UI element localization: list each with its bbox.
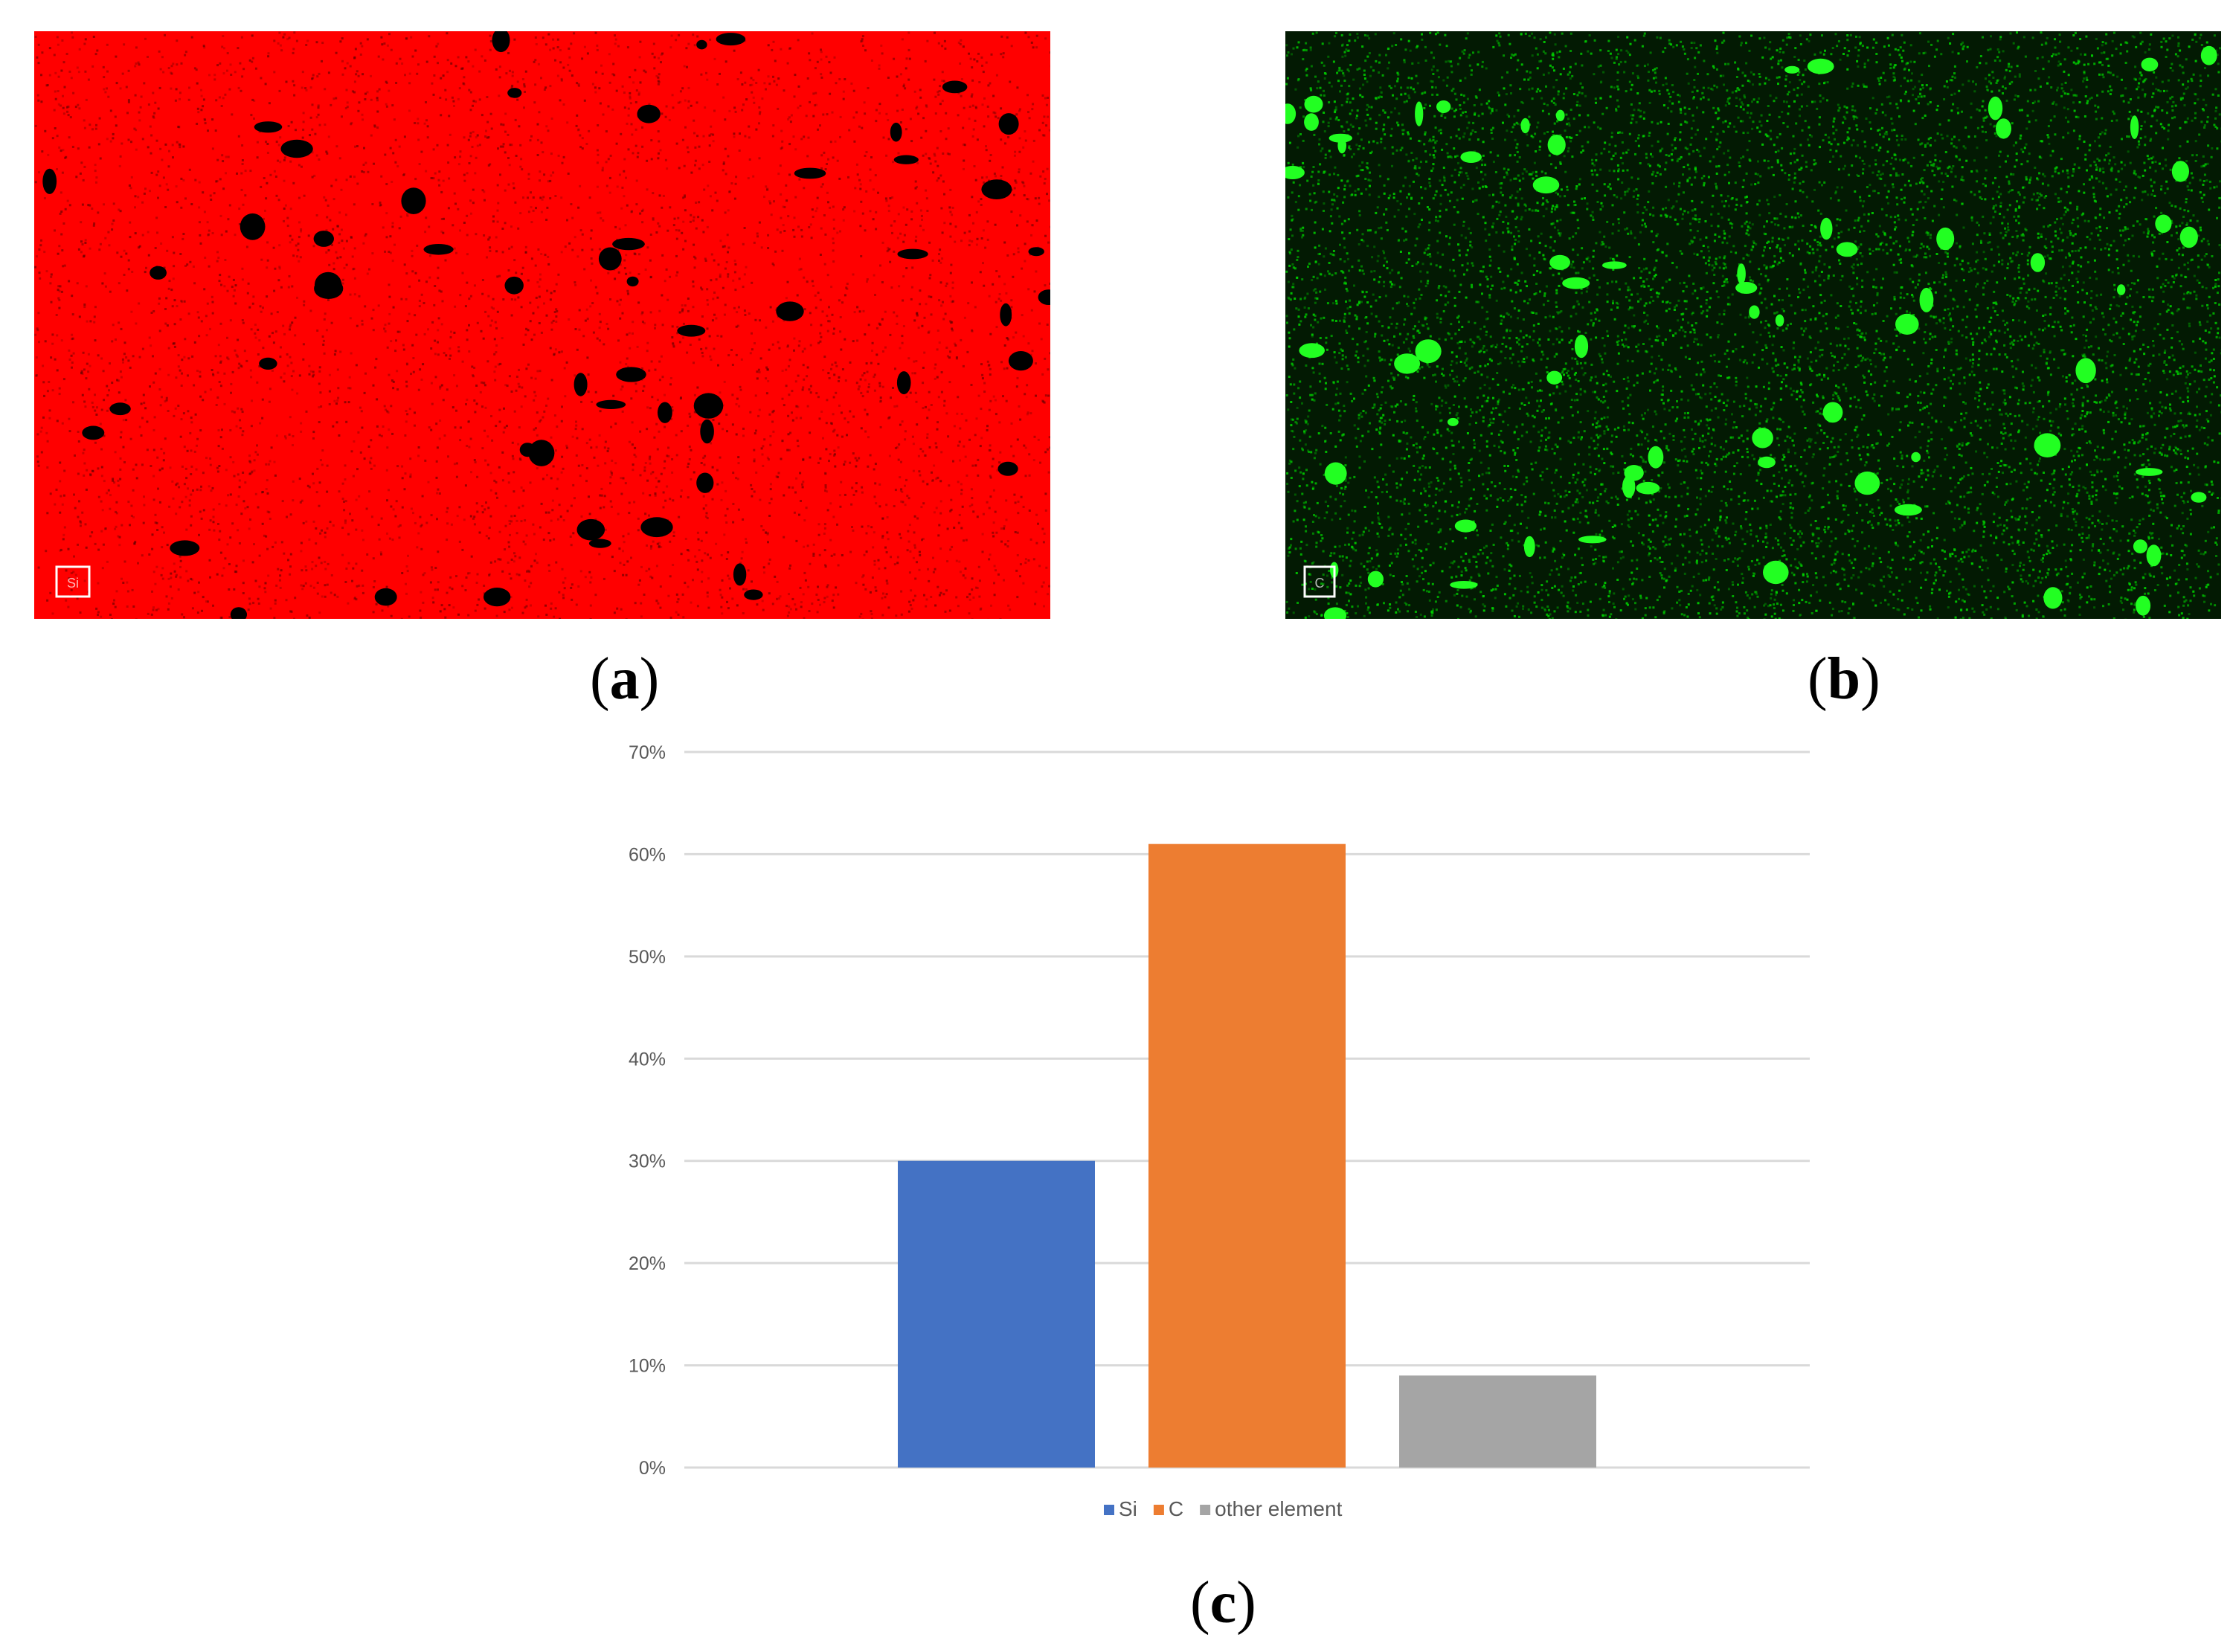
legend-item: Si — [1104, 1497, 1137, 1520]
legend-item: other element — [1200, 1497, 1343, 1520]
panel-label-a: (a) — [590, 646, 660, 712]
y-tick-label: 20% — [629, 1253, 666, 1274]
panel-label-c: (c) — [1190, 1570, 1256, 1636]
c-map-image: C — [1285, 31, 2221, 619]
bar-c — [1148, 843, 1346, 1468]
legend-swatch — [1200, 1505, 1211, 1515]
c-map-panel: C — [1285, 31, 2221, 619]
legend-item: C — [1153, 1497, 1183, 1520]
c-map-tag: C — [1303, 565, 1336, 598]
bars — [898, 843, 1596, 1468]
y-tick-label: 70% — [629, 742, 666, 763]
y-tick-label: 30% — [629, 1151, 666, 1172]
legend-swatch — [1104, 1505, 1114, 1515]
legend-label: other element — [1215, 1497, 1342, 1520]
y-tick-label: 10% — [629, 1356, 666, 1377]
y-tick-label: 60% — [629, 844, 666, 865]
si-map-image: Si — [34, 31, 1050, 619]
panel-label-b: (b) — [1808, 646, 1880, 712]
bar-si — [898, 1160, 1095, 1468]
si-map-tag: Si — [55, 565, 91, 598]
y-tick-label: 50% — [629, 947, 666, 968]
y-tick-label: 40% — [629, 1049, 666, 1070]
legend-label: C — [1169, 1497, 1183, 1520]
bar-other-element — [1399, 1375, 1596, 1468]
legend-label: Si — [1119, 1497, 1137, 1520]
y-tick-label: 0% — [639, 1458, 666, 1479]
si-map-panel: Si — [34, 31, 1050, 619]
y-tick-labels: 0% 10% 20% 30% 40% 50% 60% 70% — [629, 742, 666, 1479]
legend-swatch — [1153, 1505, 1164, 1515]
